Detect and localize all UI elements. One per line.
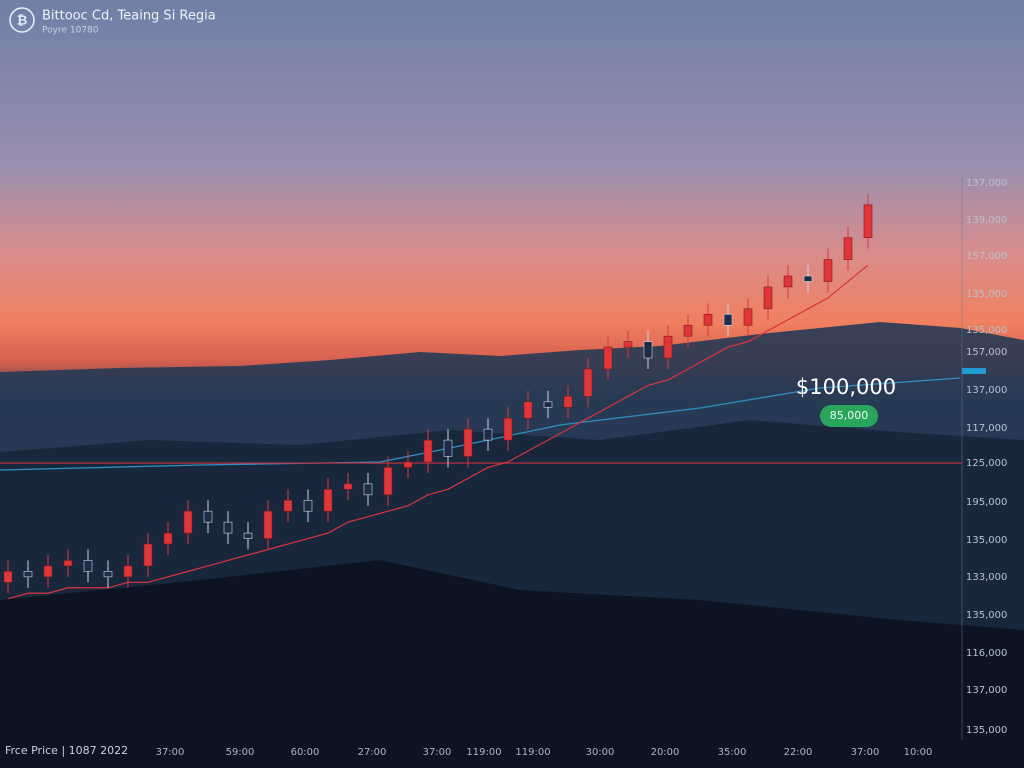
y-tick-label: 133,000 — [966, 572, 1007, 583]
candle-body — [383, 467, 393, 496]
x-tick-label: 119:00 — [515, 747, 550, 758]
candle-body — [63, 560, 73, 567]
x-tick-label: 10:00 — [904, 747, 933, 758]
mountains-near — [0, 560, 1024, 768]
candle-body — [843, 237, 853, 260]
candle-body — [363, 483, 373, 496]
badge-text: 85,000 — [830, 409, 869, 422]
y-tick-label: 135,000 — [966, 725, 1007, 736]
chart-title: Bittooc Cd, Teaing Si Regia — [42, 9, 216, 24]
x-tick-label: 20:00 — [651, 747, 680, 758]
candle-body — [583, 368, 593, 397]
candle-body — [303, 499, 313, 512]
candle-body — [603, 346, 613, 370]
y-tick-label: 157,000 — [966, 347, 1007, 358]
y-tick-label: 135,000 — [966, 325, 1007, 336]
candle-body — [403, 461, 413, 468]
y-tick-label: 139,000 — [966, 215, 1007, 226]
candle-body — [343, 483, 353, 490]
chart-subtitle: Poyre 10780 — [42, 26, 99, 36]
y-tick-label: 137,000 — [966, 685, 1007, 696]
x-tick-label: 30:00 — [586, 747, 615, 758]
y-tick-label: 135,000 — [966, 535, 1007, 546]
candle-body — [263, 510, 273, 539]
y-tick-label: 135,000 — [966, 289, 1007, 300]
candle-body — [483, 428, 493, 441]
candle-body — [823, 259, 833, 282]
candle-body — [523, 401, 533, 419]
candle-body — [123, 565, 133, 578]
candle-body — [543, 401, 553, 408]
y-tick-label: 125,000 — [966, 458, 1007, 469]
candle-body — [863, 204, 873, 239]
candle-body — [163, 532, 173, 545]
candle-body — [443, 439, 453, 457]
candle-body — [763, 286, 773, 310]
candle-body — [43, 565, 53, 578]
candle-body — [463, 428, 473, 457]
price-annotation: $100,000 — [796, 375, 896, 399]
badge — [820, 405, 878, 427]
x-tick-label: 37:00 — [423, 747, 452, 758]
candle-body — [683, 324, 693, 337]
y-tick-label: 135,000 — [966, 610, 1007, 621]
x-tick-label: 37:00 — [156, 747, 185, 758]
x-tick-label: 35:00 — [718, 747, 747, 758]
moving-average — [7, 264, 869, 600]
candle-body — [783, 275, 793, 288]
candle-body — [723, 313, 733, 326]
candle-body — [103, 571, 113, 578]
y-tick-label: 116,000 — [966, 648, 1007, 659]
x-tick-label: 119:00 — [466, 747, 501, 758]
x-tick-label: 37:00 — [851, 747, 880, 758]
x-tick-label: 59:00 — [226, 747, 255, 758]
candle-body — [703, 313, 713, 326]
candle-body — [3, 571, 13, 583]
candle-body — [203, 510, 213, 523]
y-tick-label: 157,000 — [966, 251, 1007, 262]
candle-body — [243, 532, 253, 539]
y-tick-label: 195,000 — [966, 497, 1007, 508]
x-tick-label: 60:00 — [291, 747, 320, 758]
footer: Frce Price | 1087 2022 — [5, 744, 128, 757]
candle-body — [143, 543, 153, 567]
logo — [9, 7, 35, 33]
candle-body — [223, 521, 233, 534]
candle-body — [803, 275, 813, 282]
candle-body — [503, 417, 513, 441]
candle-body — [423, 439, 433, 463]
x-tick-label: 22:00 — [784, 747, 813, 758]
candle-body — [283, 499, 293, 512]
candle-body — [743, 308, 753, 326]
candle-body — [663, 335, 673, 359]
candle-body — [643, 341, 653, 359]
y-tick-label: 137,000 — [966, 385, 1007, 396]
y-tick-label: 137,000 — [966, 178, 1007, 189]
candle-body — [83, 560, 93, 572]
logo-glyph: ₿ — [17, 14, 28, 29]
candle-body — [183, 510, 193, 534]
x-tick-label: 27:00 — [358, 747, 387, 758]
candle-body — [563, 396, 573, 408]
y-tick-label: 117,000 — [966, 423, 1007, 434]
candle-body — [623, 341, 633, 348]
candle-body — [323, 489, 333, 512]
candle-body — [23, 571, 33, 578]
